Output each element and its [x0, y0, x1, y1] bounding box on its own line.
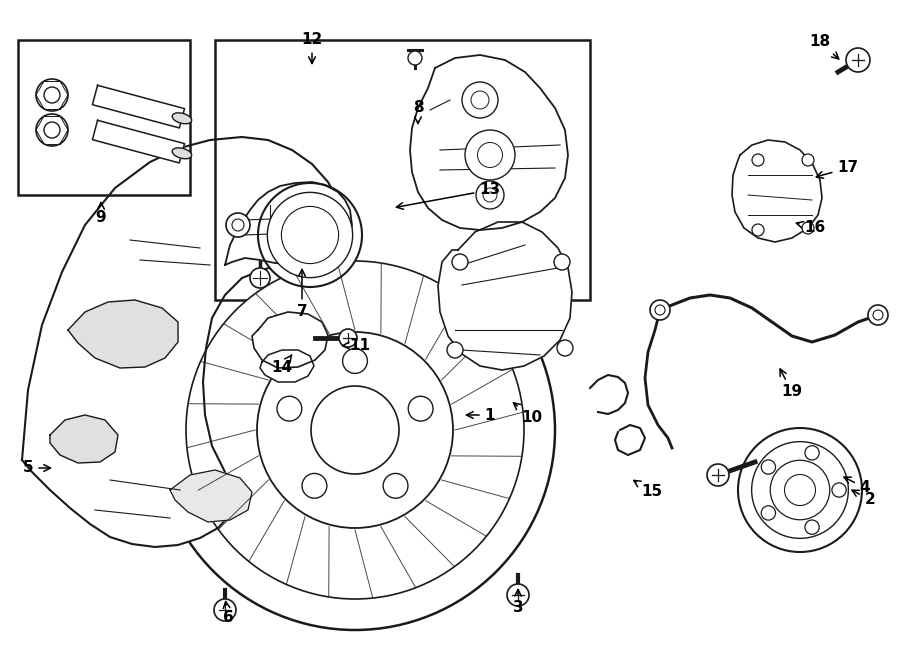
Circle shape — [277, 397, 302, 421]
Text: 4: 4 — [844, 477, 870, 495]
Text: 18: 18 — [809, 34, 839, 59]
Polygon shape — [50, 415, 118, 463]
Ellipse shape — [172, 148, 192, 159]
Polygon shape — [260, 350, 314, 382]
Circle shape — [465, 130, 515, 180]
Text: 6: 6 — [222, 602, 233, 626]
Text: 17: 17 — [816, 160, 859, 178]
Bar — [215, 40, 590, 300]
Polygon shape — [22, 137, 340, 547]
Circle shape — [36, 79, 68, 111]
Circle shape — [311, 386, 399, 474]
Circle shape — [805, 520, 819, 534]
Circle shape — [873, 310, 883, 320]
Circle shape — [738, 428, 862, 552]
Circle shape — [462, 82, 498, 118]
Circle shape — [383, 473, 408, 498]
Polygon shape — [93, 120, 184, 163]
Circle shape — [257, 332, 453, 528]
Text: 14: 14 — [272, 355, 292, 375]
Circle shape — [655, 305, 665, 315]
Circle shape — [282, 207, 338, 263]
Text: 3: 3 — [513, 589, 523, 616]
Polygon shape — [68, 300, 178, 368]
Circle shape — [802, 222, 814, 234]
Ellipse shape — [172, 113, 192, 124]
Circle shape — [761, 460, 776, 474]
Circle shape — [226, 213, 250, 237]
Circle shape — [409, 397, 433, 421]
Circle shape — [805, 446, 819, 460]
Circle shape — [44, 122, 60, 138]
Polygon shape — [170, 470, 252, 522]
Circle shape — [447, 342, 463, 358]
Text: 5: 5 — [22, 461, 50, 475]
Circle shape — [650, 300, 670, 320]
Circle shape — [761, 506, 776, 520]
Polygon shape — [225, 182, 352, 265]
Circle shape — [868, 305, 888, 325]
Circle shape — [483, 188, 497, 202]
Circle shape — [232, 219, 244, 231]
Circle shape — [770, 460, 830, 520]
Circle shape — [557, 340, 573, 356]
Circle shape — [707, 464, 729, 486]
Text: 2: 2 — [852, 490, 876, 508]
Circle shape — [250, 268, 270, 288]
Text: 8: 8 — [413, 101, 423, 124]
Circle shape — [267, 193, 353, 277]
Circle shape — [186, 261, 524, 599]
Circle shape — [36, 114, 68, 146]
Circle shape — [452, 254, 468, 270]
Circle shape — [554, 254, 570, 270]
Circle shape — [408, 51, 422, 65]
Text: 7: 7 — [297, 269, 307, 320]
Text: 12: 12 — [302, 32, 322, 64]
Circle shape — [471, 91, 489, 109]
Circle shape — [343, 349, 367, 373]
Circle shape — [214, 599, 236, 621]
Circle shape — [785, 475, 815, 506]
Circle shape — [478, 142, 502, 167]
Circle shape — [507, 584, 529, 606]
Text: 16: 16 — [796, 220, 825, 236]
Polygon shape — [252, 312, 328, 368]
Text: 11: 11 — [343, 338, 371, 352]
Circle shape — [752, 224, 764, 236]
Bar — [18, 40, 190, 195]
Text: 13: 13 — [396, 183, 500, 209]
Circle shape — [339, 329, 357, 347]
Text: 1: 1 — [466, 408, 495, 422]
Circle shape — [802, 154, 814, 166]
Circle shape — [476, 181, 504, 209]
Text: 9: 9 — [95, 203, 106, 226]
Circle shape — [832, 483, 846, 497]
Circle shape — [846, 48, 870, 72]
Circle shape — [752, 442, 849, 538]
Polygon shape — [438, 222, 572, 370]
Text: 15: 15 — [634, 481, 662, 500]
Circle shape — [155, 230, 555, 630]
Circle shape — [302, 473, 327, 498]
Circle shape — [752, 154, 764, 166]
Text: 19: 19 — [780, 369, 803, 399]
Circle shape — [258, 183, 362, 287]
Polygon shape — [410, 55, 568, 230]
Circle shape — [44, 87, 60, 103]
Text: 10: 10 — [514, 403, 543, 426]
Polygon shape — [732, 140, 822, 242]
Polygon shape — [93, 85, 184, 128]
